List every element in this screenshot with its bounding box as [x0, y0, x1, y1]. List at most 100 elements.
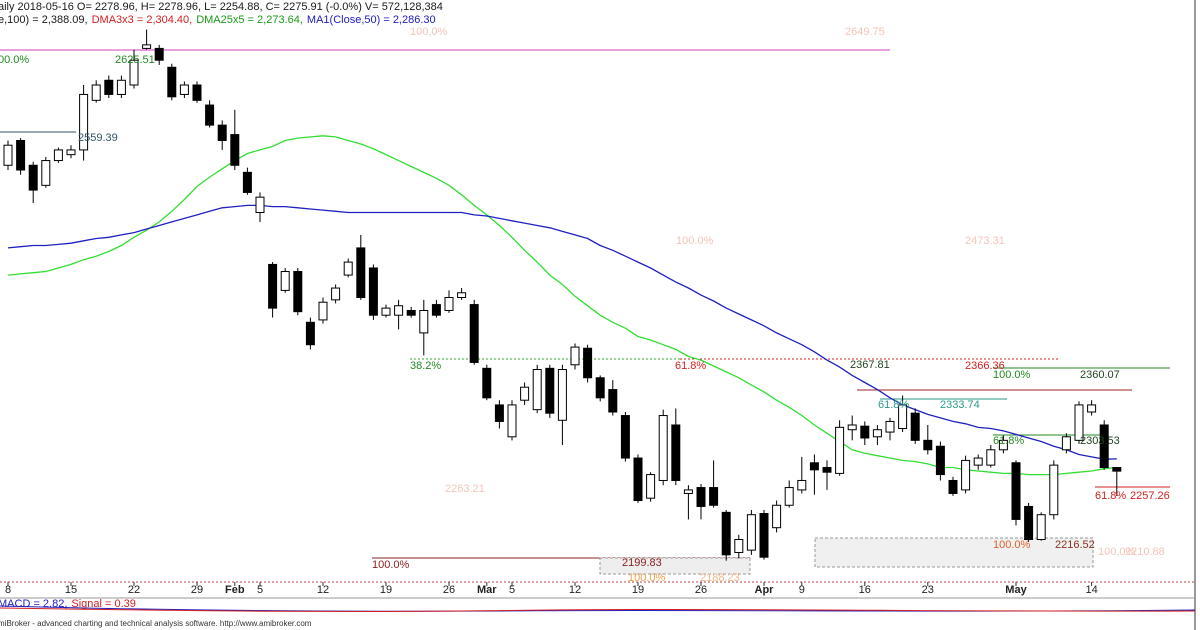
candle-body	[66, 149, 76, 156]
candle-body	[898, 404, 908, 430]
x-tick-label: 16	[859, 584, 871, 596]
candle-body	[268, 263, 278, 309]
candle-body	[406, 309, 416, 316]
x-tick-label: 15	[65, 584, 77, 596]
candle-body	[154, 47, 164, 61]
candle-body	[1099, 424, 1109, 468]
candle-body	[343, 261, 353, 276]
candle-body	[948, 479, 958, 494]
fib-label: 100.0%	[1098, 546, 1136, 558]
candle-body	[1074, 404, 1084, 441]
fib-label: 61.8%	[878, 399, 909, 411]
fib-label: 2188.23	[700, 572, 740, 584]
x-tick-label: 19	[380, 584, 392, 596]
candle-body	[16, 139, 26, 171]
fib-label: 00.0%	[0, 54, 29, 66]
candle-body	[41, 160, 51, 186]
candle-body	[293, 271, 303, 313]
candle-body	[570, 346, 580, 366]
candle-body	[318, 301, 328, 321]
candle-body	[784, 487, 794, 506]
candle-body	[104, 79, 114, 95]
candle-body	[381, 307, 391, 316]
candle-body	[646, 474, 656, 499]
fib-label: 100.0%	[410, 26, 448, 38]
fib-label: 100.0%	[993, 539, 1031, 551]
candle-body	[608, 389, 618, 413]
x-tick-label: 12	[569, 584, 581, 596]
zone-box	[599, 557, 751, 575]
fib-label: 2257.26	[1130, 490, 1170, 502]
candle-body	[368, 267, 378, 316]
fib-label: 2473.31	[965, 235, 1005, 247]
candle-body	[583, 347, 593, 379]
candle-body	[1024, 505, 1034, 541]
candle-body	[242, 171, 252, 193]
candle-body	[507, 404, 517, 438]
candle-body	[280, 271, 290, 291]
candle-body	[179, 84, 189, 95]
fib-label: 2263.21	[445, 483, 485, 495]
macd-legend: MACD = 2.82, Signal = 0.39	[0, 598, 136, 610]
legend-item: MA1(Close,50) = 2,286.30	[307, 14, 436, 26]
candle-body	[1087, 404, 1097, 413]
legend-item: DMA3x3 = 2,304.40,	[92, 14, 193, 26]
candle-body	[230, 134, 240, 166]
macd-item: Signal = 0.39	[71, 598, 136, 610]
fib-label: 61.8%	[675, 360, 706, 372]
candle-body	[772, 504, 782, 529]
plot-area	[3, 29, 1122, 561]
x-tick-label: Feb	[225, 584, 245, 596]
candle-body	[457, 292, 467, 298]
candle-body	[305, 321, 315, 346]
candle-body	[3, 144, 13, 166]
x-tick-label: 12	[317, 584, 329, 596]
candle-body	[419, 309, 429, 334]
candle-body	[91, 84, 101, 101]
fib-label: 2360.07	[1080, 369, 1120, 381]
fib-label: 61.8%	[993, 435, 1024, 447]
candle-body	[1049, 464, 1059, 516]
x-tick-label: Mar	[477, 584, 497, 596]
candle-body	[961, 459, 971, 491]
fib-levels	[0, 49, 1170, 575]
x-tick-label: 26	[443, 584, 455, 596]
candle-body	[53, 149, 63, 162]
candle-body	[633, 457, 643, 502]
fib-label: 100.0%	[676, 235, 714, 247]
candle-body	[1061, 436, 1071, 451]
candle-body	[822, 466, 832, 473]
candle-body	[847, 424, 857, 431]
candle-body	[595, 377, 605, 399]
x-tick-label: 9	[799, 584, 805, 596]
x-tick-label: 22	[128, 584, 140, 596]
fib-label: 2559.39	[78, 132, 118, 144]
candle-body	[872, 429, 882, 438]
fib-label: 100.0%	[628, 572, 666, 584]
candle-body	[331, 287, 341, 301]
footer: miBroker - advanced charting and technic…	[0, 619, 312, 628]
candle-body	[746, 514, 756, 551]
x-tick-label: 26	[695, 584, 707, 596]
candle-body	[394, 305, 404, 316]
candle-body	[860, 425, 870, 439]
fib-label: 100.0%	[993, 369, 1031, 381]
fib-label: 38.2%	[410, 360, 441, 372]
candle-body	[759, 513, 769, 558]
fib-label: 2303.53	[1080, 435, 1120, 447]
fib-label: 2333.74	[940, 399, 980, 411]
fib-label: 2216.52	[1055, 539, 1095, 551]
candle-body	[494, 404, 504, 422]
x-tick-label: 5	[257, 584, 263, 596]
candle-body	[192, 84, 202, 101]
candle-body	[696, 487, 706, 507]
x-tick-label: 8	[5, 584, 11, 596]
candle-body	[28, 164, 38, 191]
candle-body	[557, 369, 567, 421]
candle-body	[444, 296, 454, 311]
moving-average-line	[7, 204, 1117, 460]
fib-label: 2366.36	[965, 360, 1005, 372]
candle-body	[545, 367, 555, 414]
